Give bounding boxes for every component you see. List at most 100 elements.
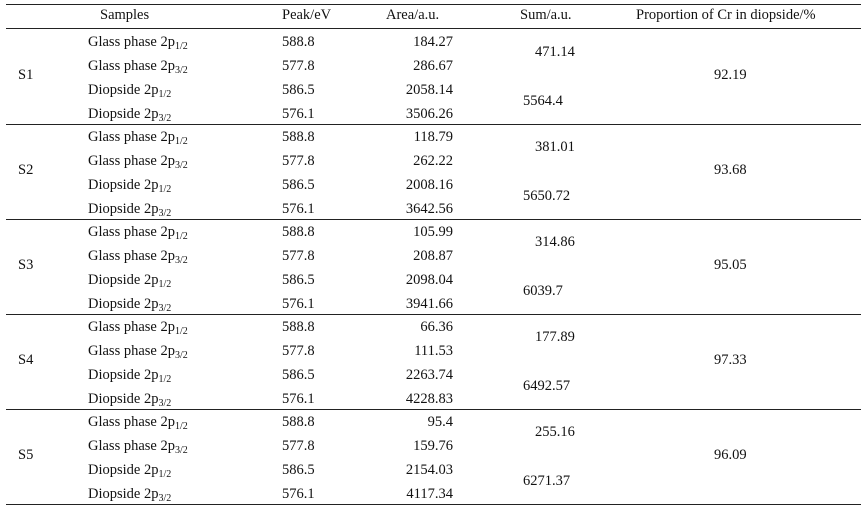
sum-glass-value: 471.14: [535, 44, 575, 60]
peak-value: 588.8: [282, 34, 315, 50]
peak-value: 586.5: [282, 177, 315, 193]
group-divider: [6, 409, 861, 410]
header-samples: Samples: [100, 7, 150, 23]
component-label: Glass phase 2p: [88, 129, 175, 145]
component-label: Glass phase 2p: [88, 438, 175, 454]
component-name: Diopside 2p1/2: [88, 365, 171, 385]
area-value: 2154.03: [405, 462, 453, 478]
sum-diopside-value: 6271.37: [523, 473, 571, 489]
component-name: Glass phase 2p3/2: [88, 56, 188, 76]
component-label: Glass phase 2p: [88, 319, 175, 335]
component-name: Diopside 2p1/2: [88, 175, 171, 195]
spin-orbit-subscript: 3/2: [175, 160, 188, 171]
component-name: Glass phase 2p1/2: [88, 222, 188, 242]
proportion-value: 96.09: [714, 447, 747, 463]
group-divider: [6, 219, 861, 220]
sum-diopside-value: 6492.57: [523, 378, 571, 394]
spin-orbit-subscript: 3/2: [175, 445, 188, 456]
component-label: Diopside 2p: [88, 272, 159, 288]
sum-glass-value: 255.16: [535, 424, 575, 440]
bottom-rule: [6, 504, 861, 505]
component-label: Diopside 2p: [88, 462, 159, 478]
proportion-value: 97.33: [714, 352, 747, 368]
component-name: Glass phase 2p3/2: [88, 436, 188, 456]
area-value: 105.99: [413, 224, 453, 240]
peak-value: 576.1: [282, 106, 315, 122]
peak-value: 576.1: [282, 486, 315, 502]
sum-diopside-value: 5564.4: [523, 93, 563, 109]
sum-glass-value: 381.01: [535, 139, 575, 155]
component-label: Glass phase 2p: [88, 58, 175, 74]
component-name: Glass phase 2p1/2: [88, 32, 188, 52]
component-name: Diopside 2p3/2: [88, 484, 171, 504]
component-name: Glass phase 2p1/2: [88, 412, 188, 432]
component-label: Diopside 2p: [88, 296, 159, 312]
spin-orbit-subscript: 1/2: [158, 279, 172, 290]
area-value: 4228.83: [405, 391, 453, 407]
area-value: 111.53: [414, 343, 453, 359]
spin-orbit-subscript: 1/2: [175, 136, 188, 147]
component-name: Glass phase 2p1/2: [88, 317, 188, 337]
spin-orbit-subscript: 3/2: [175, 255, 188, 266]
area-value: 2058.14: [405, 82, 453, 98]
component-name: Diopside 2p3/2: [88, 199, 171, 219]
spin-orbit-subscript: 1/2: [158, 184, 172, 195]
spin-orbit-subscript: 1/2: [175, 421, 188, 432]
spin-orbit-subscript: 1/2: [158, 469, 172, 480]
spin-orbit-subscript: 1/2: [158, 374, 172, 385]
sample-label: S1: [18, 67, 34, 83]
peak-value: 577.8: [282, 438, 315, 454]
component-name: Glass phase 2p3/2: [88, 246, 188, 266]
area-value: 95.4: [427, 414, 453, 430]
header-peak: Peak/eV: [282, 7, 332, 23]
sample-label: S2: [18, 162, 34, 178]
peak-value: 577.8: [282, 153, 315, 169]
spin-orbit-subscript: 1/2: [175, 231, 188, 242]
component-label: Diopside 2p: [88, 201, 159, 217]
sum-diopside-value: 6039.7: [523, 283, 563, 299]
component-label: Diopside 2p: [88, 82, 159, 98]
component-label: Diopside 2p: [88, 486, 159, 502]
peak-value: 577.8: [282, 248, 315, 264]
area-value: 262.22: [413, 153, 453, 169]
xps-data-table: Samples Peak/eV Area/a.u. Sum/a.u. Propo…: [6, 0, 861, 510]
area-value: 2098.04: [405, 272, 453, 288]
component-label: Diopside 2p: [88, 391, 159, 407]
peak-value: 577.8: [282, 58, 315, 74]
area-value: 286.67: [413, 58, 453, 74]
peak-value: 586.5: [282, 462, 315, 478]
spin-orbit-subscript: 3/2: [175, 65, 188, 76]
spin-orbit-subscript: 3/2: [158, 113, 172, 124]
area-value: 118.79: [413, 129, 453, 145]
peak-value: 577.8: [282, 343, 315, 359]
header-sum: Sum/a.u.: [520, 7, 572, 23]
peak-value: 588.8: [282, 129, 315, 145]
spin-orbit-subscript: 3/2: [175, 350, 188, 361]
component-label: Glass phase 2p: [88, 248, 175, 264]
sample-label: S5: [18, 447, 34, 463]
area-value: 66.36: [420, 319, 453, 335]
component-name: Diopside 2p3/2: [88, 294, 171, 314]
component-name: Diopside 2p3/2: [88, 389, 171, 409]
spin-orbit-subscript: 3/2: [158, 303, 172, 314]
peak-value: 588.8: [282, 224, 315, 240]
sum-glass-value: 177.89: [535, 329, 575, 345]
spin-orbit-subscript: 3/2: [158, 398, 172, 409]
component-label: Glass phase 2p: [88, 34, 175, 50]
sample-label: S4: [18, 352, 34, 368]
peak-value: 586.5: [282, 367, 315, 383]
area-value: 3642.56: [405, 201, 453, 217]
component-label: Diopside 2p: [88, 367, 159, 383]
header-proportion: Proportion of Cr in diopside/%: [636, 7, 816, 23]
proportion-value: 93.68: [714, 162, 747, 178]
area-value: 4117.34: [406, 486, 453, 502]
peak-value: 588.8: [282, 319, 315, 335]
component-name: Diopside 2p1/2: [88, 270, 171, 290]
peak-value: 576.1: [282, 391, 315, 407]
component-label: Diopside 2p: [88, 177, 159, 193]
header-area: Area/a.u.: [386, 7, 440, 23]
spin-orbit-subscript: 1/2: [175, 326, 188, 337]
area-value: 2263.74: [405, 367, 453, 383]
component-label: Glass phase 2p: [88, 153, 175, 169]
area-value: 184.27: [413, 34, 453, 50]
